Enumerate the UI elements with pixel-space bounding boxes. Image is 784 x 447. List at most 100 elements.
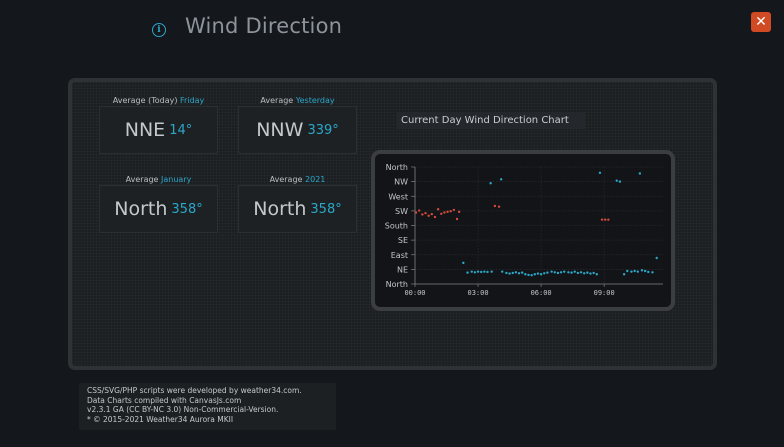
data-point [636,270,639,273]
data-point [573,270,576,273]
average-label: Average (Today) [112,96,178,105]
x-tick-label: 00:00 [404,289,425,297]
data-point [655,256,658,260]
data-point [443,211,446,214]
data-point [643,269,647,273]
data-point [436,208,440,211]
y-tick-label: NE [397,265,408,274]
average-label: Average [125,175,159,184]
data-point [604,218,607,221]
data-point [530,274,533,277]
data-point [490,270,493,273]
data-point [424,211,427,215]
page-title: Wind Direction [185,14,343,38]
data-point [638,172,642,175]
data-point [567,271,570,274]
data-point [514,271,518,274]
data-point [539,273,543,276]
data-point [622,273,626,276]
average-period: 2021 [305,175,326,184]
average-label: Average [269,175,303,184]
data-point [511,271,514,275]
data-point [550,270,553,273]
data-point [466,271,469,274]
data-point [470,270,473,273]
data-point [607,218,610,221]
y-tick-label: NW [394,178,408,187]
y-tick-label: North [386,163,408,172]
y-tick-label: SE [398,236,408,245]
data-point [455,217,459,221]
average-today: Average (Today) Friday NNE 14° [99,96,218,158]
average-direction: North [114,198,168,220]
data-point [615,179,618,182]
info-icon[interactable]: i [152,23,166,37]
footer-credits: CSS/SVG/PHP scripts were developed by we… [79,383,336,430]
close-button[interactable]: ✕ [751,12,771,32]
average-yesterday: Average Yesterday NNW 339° [238,96,357,158]
data-point [576,271,580,275]
average-direction: NNE [124,119,166,141]
average-month: Average January North 358° [99,175,218,237]
data-point [462,261,465,265]
data-point [527,273,530,277]
data-point [427,214,430,217]
average-degrees: 339° [307,122,339,138]
average-direction: North [253,198,307,220]
data-point [517,272,521,275]
data-point [499,178,503,181]
data-point [449,210,452,213]
data-point [553,271,556,274]
data-point [598,171,602,175]
average-period: January [161,175,192,184]
data-point [430,212,434,216]
data-point [582,272,586,275]
average-degrees: 358° [171,201,203,217]
average-period: Yesterday [295,96,335,105]
y-tick-label: West [388,192,408,201]
data-point [505,271,508,275]
data-point [536,272,540,275]
data-point [501,270,504,273]
footer-line: v2.3.1 GA (CC BY-NC 3.0) Non-Commercial-… [87,405,279,414]
data-point [452,208,456,212]
data-point [418,209,421,212]
data-point [559,271,563,274]
data-point [586,271,589,274]
data-point [440,212,443,215]
data-point [473,271,477,274]
wind-direction-chart: North NE East SE South SW West NW North 00:00 03:0… [371,150,675,311]
x-tick-label: 09:00 [594,289,615,297]
data-point [640,269,644,272]
data-point [414,211,418,214]
data-point [651,271,654,274]
data-point [543,272,546,275]
footer-line: * © 2015-2021 Weather34 Aurora MKII [87,414,234,424]
data-point [497,205,501,208]
y-tick-label: SW [395,207,408,216]
data-point [520,271,524,274]
data-point [592,271,595,275]
average-direction: NNW [256,119,304,141]
y-tick-label: East [391,251,408,260]
average-value-box: NNE 14° [99,106,218,154]
data-point [647,270,650,274]
data-point [476,270,480,273]
chart-title: Current Day Wind Direction Chart [397,112,585,129]
average-degrees: 358° [310,201,342,217]
data-point [457,210,461,214]
data-point [446,210,449,214]
data-point [483,270,486,273]
data-point [421,213,424,216]
average-year: Average 2021 North 358° [238,175,357,237]
footer-line: CSS/SVG/PHP scripts were developed by we… [87,386,302,395]
data-point [433,215,437,219]
data-point [493,204,497,208]
data-point [633,269,636,273]
data-point [480,270,483,274]
x-tick-label: 03:00 [468,289,489,297]
data-point [533,273,536,276]
average-label: Average [260,96,294,105]
average-value-box: North 358° [99,185,218,233]
